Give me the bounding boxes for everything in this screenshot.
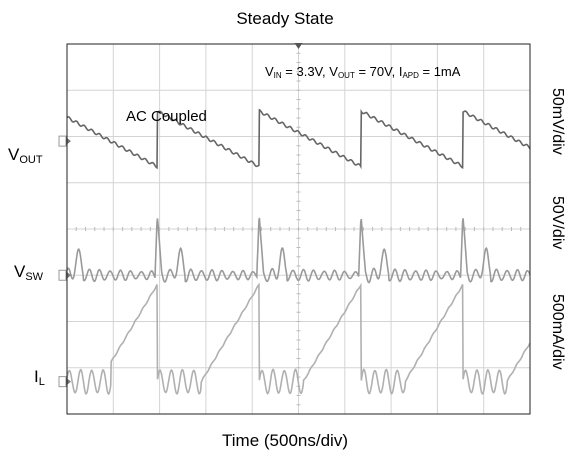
test-conditions: VIN = 3.3V, VOUT = 70V, IAPD = 1mA: [265, 64, 460, 80]
il-label-subscript: L: [38, 376, 45, 388]
trace-il: [66, 282, 531, 396]
vout-label-symbol: V: [8, 145, 20, 164]
vin-symbol: V: [265, 64, 274, 79]
il-channel-label: IL: [34, 367, 45, 388]
iapd-subscript: APD: [402, 71, 419, 80]
vout-symbol: V: [329, 64, 338, 79]
vin-value: = 3.3V,: [281, 64, 330, 79]
ground-marker-vout: [58, 135, 67, 147]
vout-value: = 70V,: [354, 64, 399, 79]
vout-label-subscript: OUT: [19, 154, 43, 166]
ac-coupled-annotation: AC Coupled: [126, 108, 207, 125]
vsw-label-subscript: SW: [25, 271, 44, 283]
vout-channel-label: VOUT: [8, 145, 43, 166]
iapd-value: = 1mA: [418, 64, 461, 79]
vout-subscript: OUT: [337, 71, 355, 80]
ground-marker-il: [58, 376, 67, 388]
trace-vout: [66, 108, 531, 170]
scope-traces: [58, 108, 531, 396]
vsw-scale-label: 50V/div: [549, 196, 566, 250]
scope-grid: [66, 43, 531, 415]
il-label-symbol: I: [34, 367, 39, 386]
trigger-marker: [294, 43, 303, 49]
il-scale-label: 500mA/div: [549, 294, 566, 370]
x-axis-label: Time (500ns/div): [222, 431, 348, 450]
vsw-label-symbol: V: [14, 262, 26, 281]
ground-marker-vsw: [58, 269, 67, 281]
vout-scale-label: 50mV/div: [549, 88, 566, 155]
trace-vsw: [66, 217, 531, 284]
chart-title: Steady State: [236, 9, 334, 28]
vsw-channel-label: VSW: [14, 262, 43, 283]
iapd-symbol: I: [398, 64, 403, 79]
vin-subscript: IN: [273, 71, 282, 80]
